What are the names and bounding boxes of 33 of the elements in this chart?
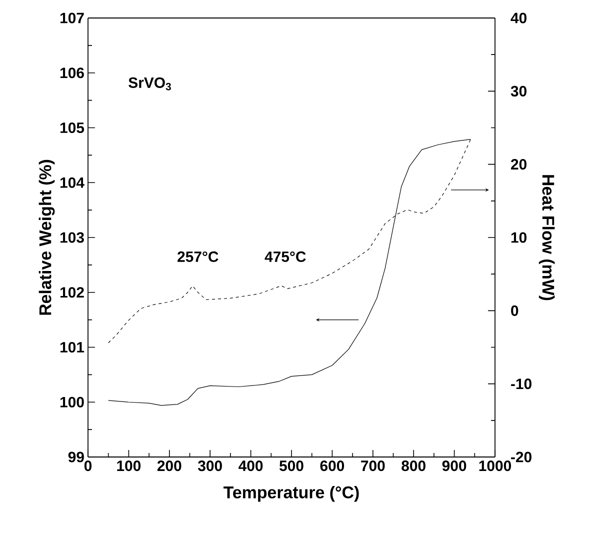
x-tick-label: 0: [84, 460, 92, 472]
x-tick-label: 600: [320, 460, 344, 472]
y2-tick-label: 20: [510, 159, 526, 170]
x-tick-label: 100: [117, 460, 141, 472]
y2-tick-label: 0: [511, 305, 518, 316]
y2-axis-title: Heat Flow (mW): [538, 175, 555, 300]
x-tick-label: 200: [157, 460, 182, 472]
y-tick-label: 105: [60, 122, 84, 134]
y-tick-label: 107: [60, 12, 84, 24]
y2-tick-label: -20: [511, 452, 532, 462]
y-tick-label: 103: [60, 232, 84, 243]
y-tick-label: 104: [60, 177, 84, 188]
y-tick-label: 99: [68, 452, 84, 462]
y-axis-title: Relative Weight (%): [38, 160, 55, 315]
y-tick-label: 101: [60, 342, 84, 353]
x-tick-label: 700: [361, 460, 385, 472]
y-tick-label: 100: [60, 396, 84, 408]
y2-tick-label: 10: [511, 232, 526, 243]
x-tick-label: 1000: [479, 460, 511, 472]
y2-tick-label: 40: [510, 12, 526, 24]
x-tick-label: 800: [402, 460, 426, 472]
x-tick-label: 300: [198, 460, 222, 472]
y2-tick-label: -10: [511, 378, 532, 390]
y-tick-label: 102: [60, 287, 84, 298]
y-tick-label: 106: [60, 68, 84, 78]
annotation: 257°C: [178, 251, 218, 262]
x-tick-label: 400: [238, 460, 263, 472]
annotation: SrVO$_{3}$: [128, 77, 171, 90]
y2-tick-label: 30: [510, 86, 526, 96]
annotation: 475°C: [264, 251, 306, 262]
x-axis-title: Temperature (°C): [224, 486, 359, 502]
x-tick-label: 500: [279, 460, 304, 472]
x-tick-label: 900: [442, 460, 466, 472]
